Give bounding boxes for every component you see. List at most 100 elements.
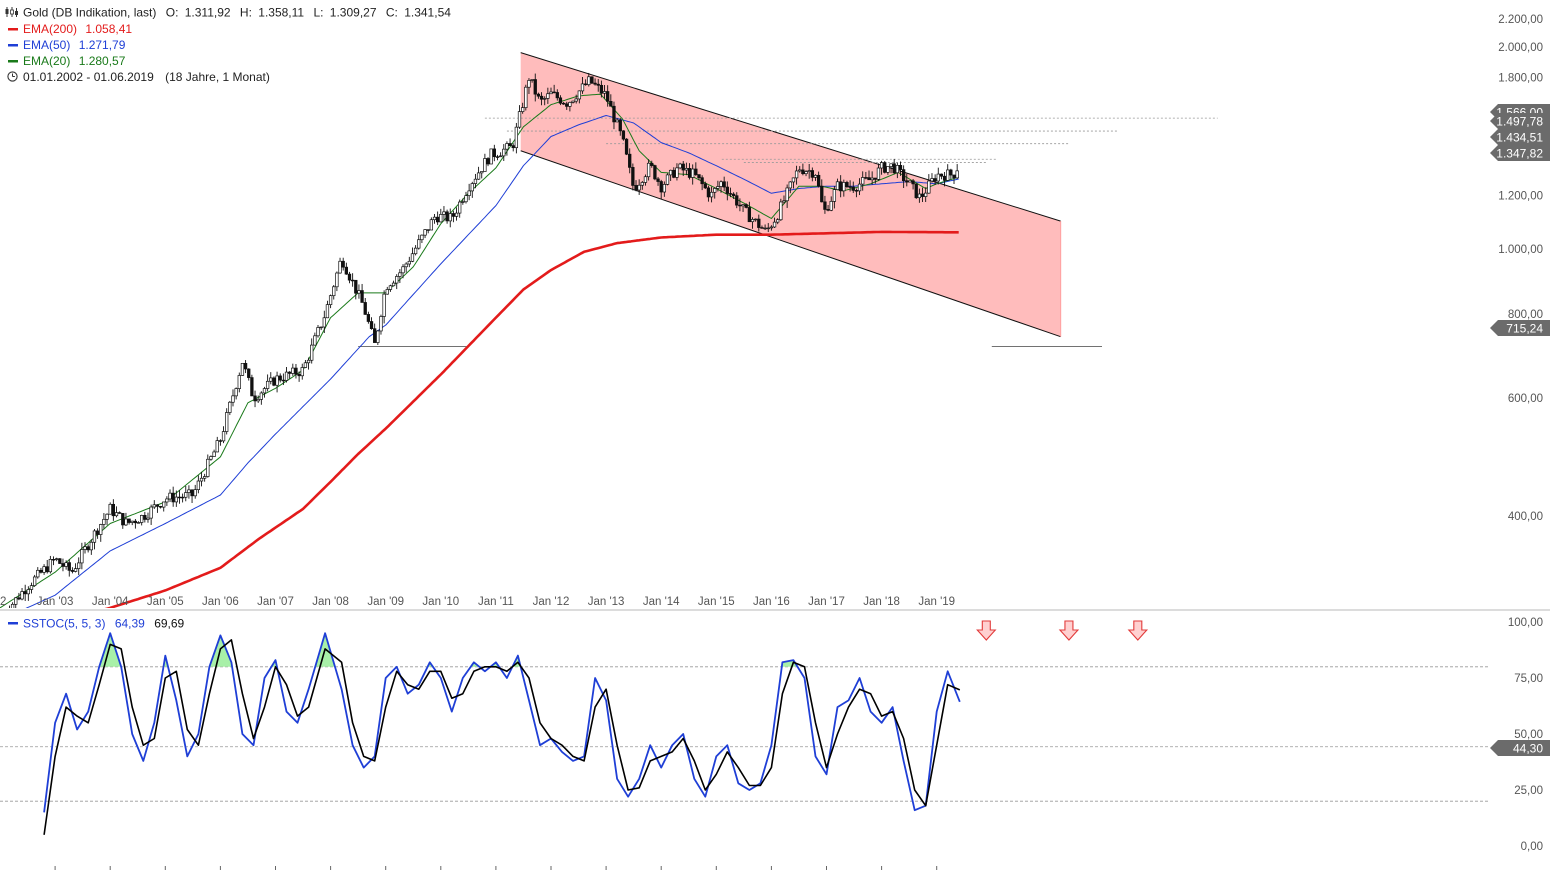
stochastic-tick-label: 0,00: [1521, 841, 1543, 853]
candle: [571, 100, 575, 104]
channel-upper-line: [520, 52, 1061, 222]
candle-body-up: [322, 317, 326, 328]
candle-body-down: [606, 91, 610, 102]
candle-body-up: [776, 219, 780, 223]
candle: [262, 386, 267, 398]
candle-body-down: [939, 173, 944, 177]
candle: [634, 180, 638, 192]
candle: [842, 179, 846, 197]
candle-body-up: [215, 440, 219, 453]
ohlc-close-label: C:: [386, 6, 398, 20]
candle-body-down: [133, 520, 138, 524]
candle-body-up: [203, 476, 207, 479]
candle: [905, 173, 909, 187]
candle: [810, 167, 814, 182]
candle: [936, 167, 940, 185]
candle: [391, 280, 396, 287]
candle-body-up: [476, 172, 481, 180]
candle-body-down: [341, 260, 345, 268]
candle-body-up: [32, 576, 37, 586]
candle: [464, 191, 468, 204]
candle: [231, 389, 235, 407]
candle: [196, 475, 201, 494]
price-tag: 1.434,51: [1490, 129, 1550, 145]
candle-body-down: [536, 93, 541, 97]
candle-body-up: [936, 173, 940, 182]
candle: [898, 161, 903, 176]
ohlc-open-label: O:: [166, 6, 179, 20]
candle: [637, 179, 641, 195]
candle: [14, 597, 18, 608]
candle-body-down: [127, 518, 131, 523]
candle-body-up: [505, 143, 509, 150]
candle-body-up: [89, 541, 93, 551]
candle: [313, 332, 317, 346]
candle-body-down: [247, 368, 251, 378]
candle-body-up: [889, 163, 893, 167]
candle: [508, 138, 512, 146]
candle: [766, 223, 770, 233]
candle-body-up: [489, 148, 493, 165]
candle: [10, 602, 15, 608]
candle: [879, 160, 884, 175]
candle-body-up: [152, 504, 156, 508]
candle: [149, 504, 153, 525]
candle: [55, 557, 59, 562]
candle: [108, 502, 112, 515]
candle: [373, 323, 377, 343]
candle-body-up: [105, 513, 109, 520]
candle-body-up: [385, 289, 389, 295]
svg-text:EMA(200) 1.058,41: EMA(200) 1.058,41: [23, 22, 132, 36]
candle-body-up: [842, 182, 846, 192]
price-tick-label: 2.000,00: [1498, 42, 1543, 54]
candle: [574, 94, 578, 104]
candle-body-up: [206, 458, 210, 477]
candle-body-down: [810, 170, 814, 178]
candle-body-down: [618, 119, 622, 132]
candle-body-up: [640, 182, 644, 186]
candle-body-up: [691, 168, 695, 178]
candle-body-up: [36, 569, 40, 578]
candle-body-up: [316, 327, 320, 337]
candle-body-up: [332, 286, 336, 297]
candle: [39, 567, 43, 574]
candle: [776, 218, 780, 225]
x-tick-label: Jan '11: [478, 596, 514, 608]
candle: [583, 79, 588, 86]
candle-body-up: [80, 549, 84, 564]
candle: [895, 162, 899, 179]
candle: [256, 395, 260, 403]
candle-body-up: [772, 221, 777, 228]
candle-body-down: [45, 566, 49, 573]
overbought-fill: [209, 635, 232, 667]
candle-body-up: [319, 326, 323, 329]
candle: [215, 436, 219, 453]
candle: [911, 179, 915, 190]
candle-body-up: [917, 193, 922, 199]
candle: [89, 539, 93, 555]
candle-body-up: [527, 80, 531, 88]
candle: [675, 163, 679, 181]
candle: [439, 208, 443, 223]
candle: [835, 178, 840, 191]
candle: [281, 373, 286, 386]
candle: [750, 217, 755, 229]
candle: [454, 207, 459, 221]
candle: [643, 174, 648, 186]
x-tick-label: Jan '15: [698, 596, 735, 608]
candle-body-down: [816, 174, 821, 187]
candle: [505, 141, 509, 156]
candle: [297, 371, 301, 382]
candle: [243, 360, 248, 374]
clock-icon: [7, 71, 18, 82]
candle: [395, 274, 399, 290]
candle: [322, 310, 326, 333]
svg-text:EMA(50) 1.271,79: EMA(50) 1.271,79: [23, 38, 126, 52]
candle: [385, 286, 389, 295]
candle: [602, 84, 607, 99]
candle: [366, 311, 371, 324]
candle: [939, 173, 944, 180]
x-tick-label: Jan '19: [918, 596, 955, 608]
candle: [228, 400, 232, 416]
candle: [451, 210, 456, 223]
